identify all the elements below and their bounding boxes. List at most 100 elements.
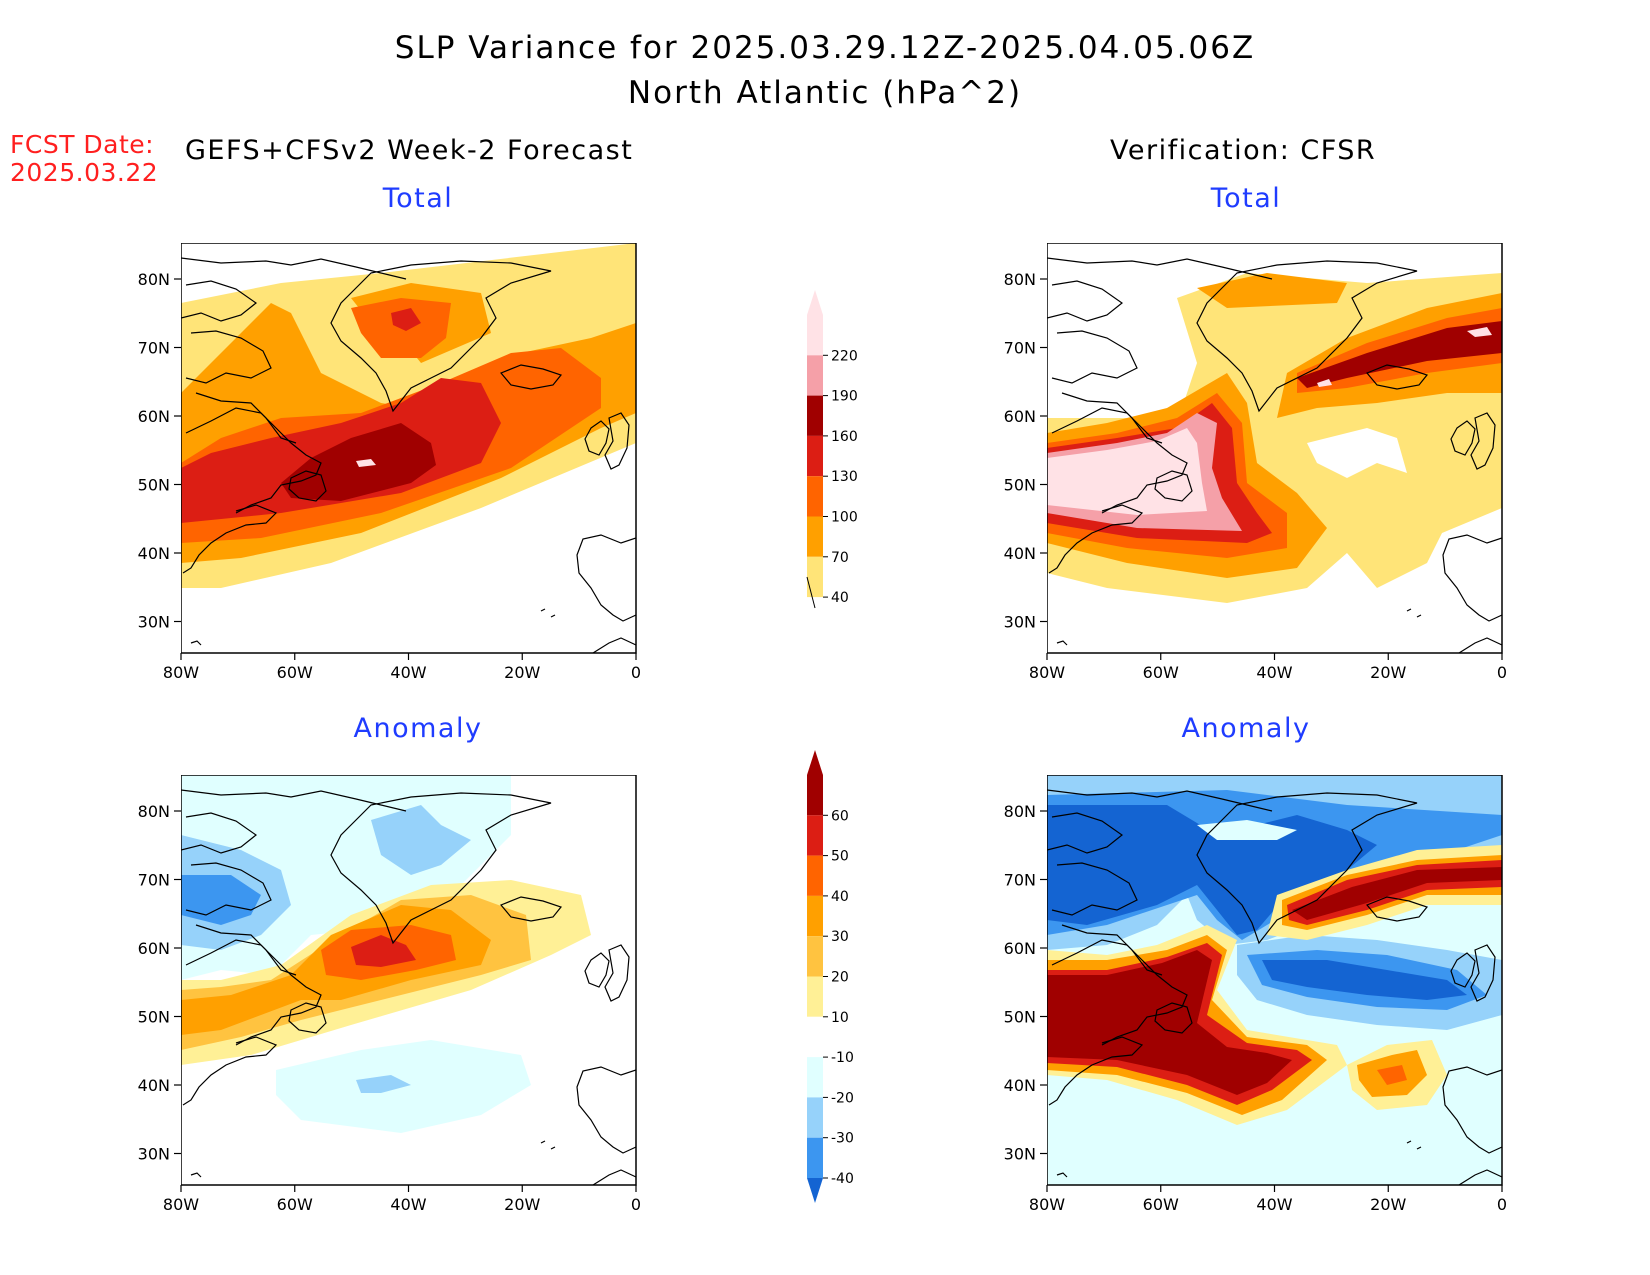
- legend-swatch: [807, 556, 823, 598]
- lon-tick-label: 0: [631, 1195, 641, 1214]
- lat-tick-label: 70N: [138, 871, 170, 890]
- anomaly-neg-20-30-south: [356, 1075, 411, 1093]
- legend-swatch: [807, 855, 823, 896]
- lat-tick-label: 50N: [1004, 1008, 1036, 1027]
- legend-label: -20: [831, 1090, 854, 1106]
- fcst-date-label: FCST Date:: [10, 130, 155, 159]
- lat-tick-label: 70N: [1004, 871, 1036, 890]
- legend-label: 10: [831, 1010, 849, 1026]
- lon-tick-label: 20W: [504, 663, 540, 682]
- panel-title-verification-anomaly: Anomaly: [1181, 713, 1311, 744]
- legend-label: 30: [831, 929, 849, 945]
- legend-swatch: [807, 395, 823, 436]
- lon-tick-label: 0: [631, 663, 641, 682]
- lon-tick-label: 40W: [1256, 663, 1292, 682]
- lat-tick-label: 30N: [1004, 1145, 1036, 1164]
- legend-swatch: [807, 476, 823, 517]
- lat-tick-label: 80N: [1004, 270, 1036, 289]
- contour-220-plus-east: [1317, 379, 1332, 387]
- lon-tick-label: 80W: [163, 663, 199, 682]
- legend-top-arrow: [807, 290, 823, 315]
- legend-total: 220 190 160 130 100 70 40: [807, 290, 858, 606]
- lon-tick-label: 80W: [1029, 663, 1065, 682]
- legend-label: 50: [831, 849, 849, 865]
- lat-tick-label: 50N: [1004, 476, 1036, 495]
- legend-swatch: [807, 775, 823, 816]
- legend-label: 60: [831, 808, 849, 824]
- anomaly-50-60: [351, 935, 416, 967]
- verification-column-title: Verification: CFSR: [1110, 135, 1377, 166]
- legend-label: 70: [831, 550, 849, 566]
- legend-top-arrow: [807, 750, 823, 775]
- contour-160-190-east: [1297, 321, 1502, 388]
- low-variance-gap: [1307, 428, 1407, 478]
- map-verification-total: [1047, 243, 1503, 654]
- anomaly-60-plus-ne: [1292, 867, 1502, 920]
- lat-tick-label: 70N: [138, 339, 170, 358]
- lon-tick-label: 40W: [390, 663, 426, 682]
- anomaly-gap-north: [1197, 820, 1297, 840]
- anomaly-neg-20-30-greenland: [371, 805, 471, 875]
- lon-tick-label: 20W: [1370, 1195, 1406, 1214]
- panel-title-forecast-anomaly: Anomaly: [353, 713, 483, 744]
- legend-label: 160: [831, 429, 858, 445]
- lat-tick-label: 40N: [1004, 544, 1036, 563]
- legend-anomaly: 60 50 40 30 20 10 -10 -20 -30 -40: [807, 750, 854, 1203]
- lat-tick-label: 40N: [138, 1076, 170, 1095]
- legend-swatch: [807, 516, 823, 557]
- lon-tick-label: 60W: [277, 663, 313, 682]
- anomaly-neg-40: [1047, 805, 1377, 935]
- legend-label: -40: [831, 1171, 854, 1187]
- lon-tick-label: 60W: [1143, 663, 1179, 682]
- legend-bottom-arrow: [807, 1178, 823, 1203]
- lon-tick-label: 80W: [163, 1195, 199, 1214]
- legend-total-bottom-edge: [806, 576, 816, 609]
- lon-tick-label: 40W: [1256, 1195, 1292, 1214]
- contour-220-plus-ne: [1467, 327, 1492, 337]
- legend-label: 130: [831, 469, 858, 485]
- lon-tick-label: 0: [1497, 663, 1507, 682]
- lat-tick-label: 50N: [138, 476, 170, 495]
- legend-swatch: [807, 435, 823, 477]
- lat-tick-label: 40N: [138, 544, 170, 563]
- map-forecast-total: [181, 243, 637, 654]
- legend-label: 20: [831, 970, 849, 986]
- anomaly-40-50-se: [1377, 1065, 1407, 1085]
- lat-tick-label: 30N: [138, 613, 170, 632]
- panel-title-forecast-total: Total: [382, 183, 454, 214]
- map-verification-anomaly: [1047, 775, 1503, 1186]
- legend-swatch: [807, 1137, 823, 1178]
- map-forecast-anomaly: [181, 775, 637, 1186]
- lat-tick-label: 60N: [1004, 939, 1036, 958]
- panel-title-verification-total: Total: [1210, 183, 1282, 214]
- legend-label: 220: [831, 348, 858, 364]
- contour-130-160-north: [391, 308, 421, 331]
- lon-tick-label: 20W: [1370, 663, 1406, 682]
- legend-label: -30: [831, 1131, 854, 1147]
- lat-tick-label: 80N: [1004, 802, 1036, 821]
- lat-tick-label: 80N: [138, 270, 170, 289]
- lon-tick-label: 40W: [390, 1195, 426, 1214]
- anomaly-neg-30-40: [181, 875, 261, 925]
- legend-swatch: [807, 895, 823, 937]
- legend-swatch: [807, 355, 823, 396]
- lat-tick-label: 60N: [138, 407, 170, 426]
- lat-tick-label: 60N: [1004, 407, 1036, 426]
- lon-tick-label: 60W: [1143, 1195, 1179, 1214]
- lat-tick-label: 80N: [138, 802, 170, 821]
- chart-title: SLP Variance for 2025.03.29.12Z-2025.04.…: [394, 30, 1256, 66]
- legend-label: -10: [831, 1050, 854, 1066]
- legend-swatch: [807, 1016, 823, 1058]
- lat-tick-label: 30N: [138, 1145, 170, 1164]
- anomaly-neg-40-east: [1262, 960, 1467, 1000]
- legend-swatch: [807, 1057, 823, 1098]
- lat-tick-label: 60N: [138, 939, 170, 958]
- chart-subtitle: North Atlantic (hPa^2): [627, 75, 1023, 111]
- lon-tick-label: 20W: [504, 1195, 540, 1214]
- lat-tick-label: 30N: [1004, 613, 1036, 632]
- lat-tick-label: 40N: [1004, 1076, 1036, 1095]
- lat-tick-label: 50N: [138, 1008, 170, 1027]
- lat-tick-label: 70N: [1004, 339, 1036, 358]
- contour-220-plus: [356, 459, 376, 467]
